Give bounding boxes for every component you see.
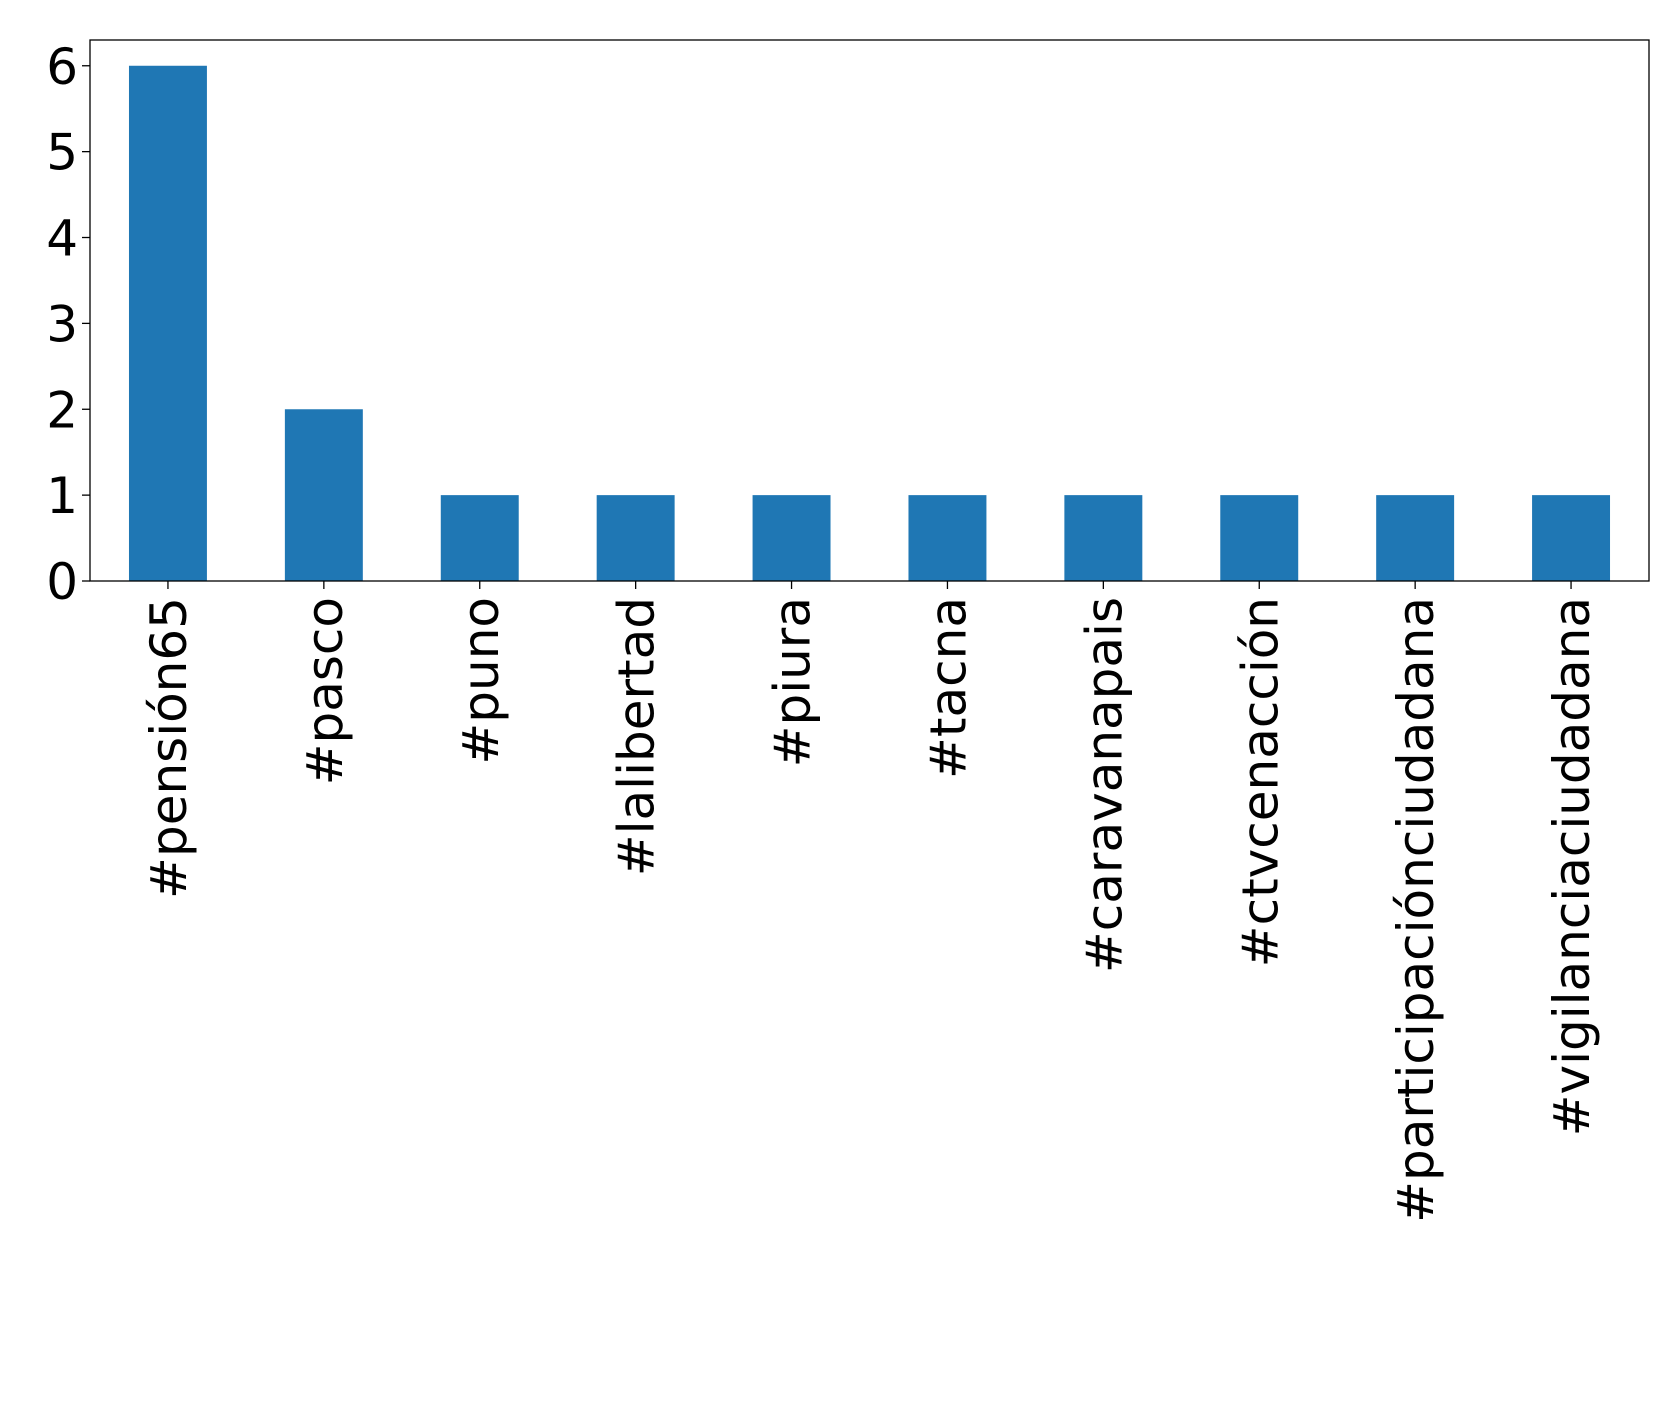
x-tick-label: #puno <box>452 597 510 765</box>
y-tick-label: 6 <box>46 38 78 96</box>
x-tick-label: #caravanapais <box>1075 597 1133 973</box>
y-tick-label: 0 <box>46 553 78 611</box>
x-tick-label: #tacna <box>919 597 977 779</box>
x-tick-label: #participaciónciudadana <box>1387 597 1445 1223</box>
bar <box>1220 495 1299 581</box>
x-tick-label: #ctvcenacción <box>1231 597 1289 967</box>
plot-frame <box>89 39 1650 582</box>
bar <box>1064 495 1143 581</box>
x-axis-ticks: #pensión65 #pasco #puno #lalibertad #piura #t… <box>140 581 1601 1223</box>
y-tick-label: 4 <box>46 210 78 268</box>
x-tick-label: #piura <box>764 597 822 767</box>
bar <box>1532 495 1611 581</box>
y-axis-ticks: 0 1 2 3 4 5 6 <box>46 38 90 611</box>
x-tick-label: #vigilanciaciudadana <box>1543 597 1601 1136</box>
y-tick-label: 2 <box>46 381 78 439</box>
bar <box>284 409 363 581</box>
y-tick-label: 5 <box>46 124 78 182</box>
x-tick-label: #pensión65 <box>140 597 198 899</box>
bar <box>440 495 519 581</box>
bar <box>596 495 675 581</box>
bar <box>752 495 831 581</box>
bar <box>908 495 987 581</box>
bars-group <box>128 65 1611 581</box>
bar <box>1376 495 1455 581</box>
y-tick-label: 3 <box>46 295 78 353</box>
bar <box>128 65 207 581</box>
x-tick-label: #lalibertad <box>608 597 666 876</box>
x-tick-label: #pasco <box>296 597 354 785</box>
y-tick-label: 1 <box>46 467 78 525</box>
